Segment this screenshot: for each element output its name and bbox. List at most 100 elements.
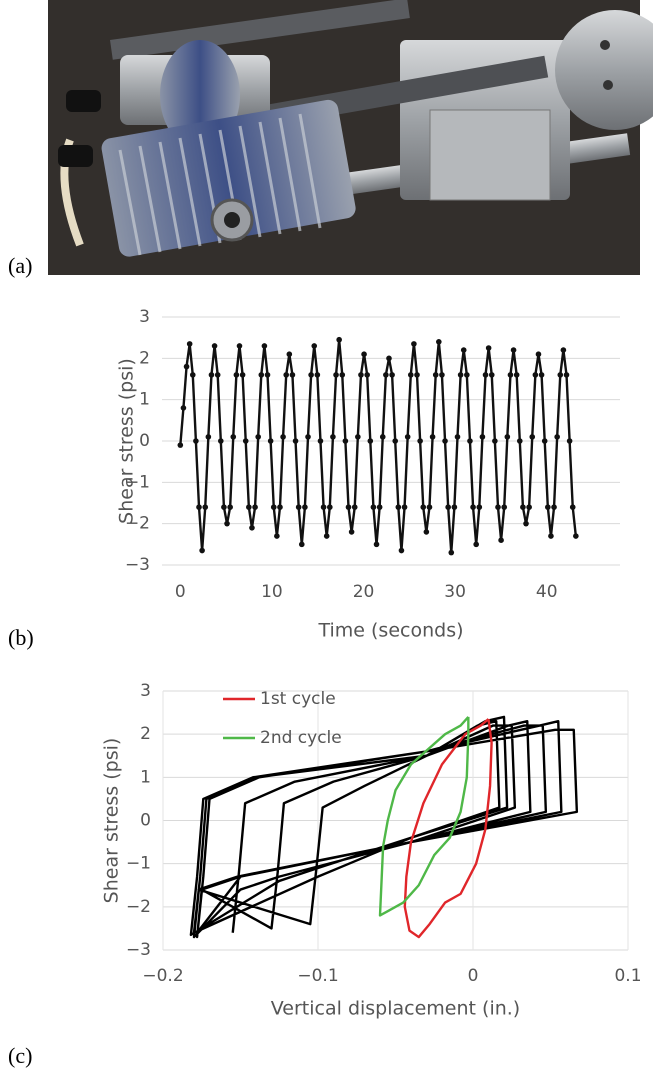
data-point: [314, 372, 321, 378]
data-point: [345, 504, 352, 510]
data-point: [351, 504, 358, 510]
data-point: [233, 372, 240, 378]
x-tick-label: 10: [261, 582, 283, 602]
y-tick-label: 3: [139, 307, 150, 327]
data-point: [373, 541, 380, 548]
data-point: [470, 504, 476, 510]
x-tick-label: 20: [353, 582, 375, 602]
data-point: [557, 372, 564, 378]
data-line: [189, 715, 579, 939]
y-tick-label: −2: [125, 514, 150, 534]
data-point: [355, 434, 361, 440]
y-tick-label: 0: [140, 811, 151, 831]
data-point: [267, 438, 274, 444]
data-point: [454, 434, 461, 440]
data-point: [277, 504, 283, 510]
data-point: [495, 504, 501, 510]
data-point: [295, 504, 302, 510]
y-tick-label: 3: [140, 681, 151, 701]
data-point: [510, 347, 517, 353]
data-point: [311, 343, 318, 349]
data-point: [383, 372, 389, 378]
data-point: [464, 372, 470, 378]
data-point: [473, 541, 479, 548]
data-point: [214, 372, 221, 378]
data-point: [239, 372, 246, 378]
data-point: [551, 504, 557, 510]
data-point: [289, 372, 296, 378]
data-point: [498, 537, 504, 543]
panel-label: (a): [8, 253, 32, 278]
data-point: [448, 549, 455, 556]
y-tick-label: 1: [140, 767, 151, 787]
data-point: [423, 529, 430, 535]
data-point: [420, 504, 427, 510]
data-point: [330, 434, 336, 440]
data-point: [451, 504, 458, 510]
data-point: [280, 434, 286, 440]
data-point: [467, 438, 473, 444]
y-tick-label: −1: [126, 854, 151, 874]
data-point: [417, 438, 423, 444]
data-point: [460, 347, 467, 353]
data-point: [523, 520, 529, 527]
data-point: [432, 372, 439, 378]
data-point: [227, 504, 233, 510]
data-point: [320, 504, 327, 510]
data-point: [482, 372, 489, 378]
y-tick-label: −1: [125, 472, 150, 492]
data-point: [476, 504, 483, 510]
photo: [48, 0, 653, 275]
data-point: [426, 504, 433, 510]
data-point: [199, 547, 205, 554]
data-point: [457, 372, 464, 378]
data-point: [261, 343, 268, 349]
data-point: [411, 341, 417, 347]
data-point: [211, 343, 218, 349]
data-point: [563, 372, 570, 378]
y-axis-title: Shear stress (psi): [101, 738, 123, 904]
data-point: [442, 438, 448, 444]
data-point: [395, 504, 402, 510]
data-point: [218, 438, 224, 444]
data-point: [236, 343, 243, 349]
data-point: [507, 372, 514, 378]
data-point: [258, 372, 265, 378]
panel-label: (c): [8, 1043, 32, 1068]
data-point: [249, 525, 255, 531]
data-point: [255, 434, 261, 440]
legend-label: 1st cycle: [260, 689, 336, 709]
data-point: [401, 504, 408, 510]
data-point: [183, 363, 190, 370]
x-axis-title: Time (seconds): [317, 620, 463, 642]
data-line: [378, 716, 470, 917]
y-axis-title: Shear stress (psi): [116, 358, 138, 524]
x-tick-label: 0.1: [614, 966, 641, 986]
data-point: [292, 438, 299, 444]
data-point: [333, 372, 339, 378]
data-point: [439, 372, 445, 378]
data-point: [283, 372, 290, 378]
x-tick-label: 0: [175, 582, 186, 602]
data-point: [339, 372, 346, 378]
data-point: [302, 504, 308, 510]
data-point: [492, 438, 498, 444]
data-point: [513, 372, 520, 378]
data-point: [545, 504, 551, 510]
data-point: [569, 504, 576, 510]
data-point: [327, 504, 333, 510]
y-tick-label: −2: [126, 897, 151, 917]
data-point: [274, 533, 280, 539]
data-line: [403, 718, 493, 939]
data-point: [202, 504, 209, 510]
data-point: [376, 504, 383, 510]
data-point: [566, 438, 573, 444]
data-point: [208, 372, 215, 378]
data-point: [323, 533, 330, 539]
y-tick-label: 0: [139, 431, 150, 451]
data-point: [404, 434, 411, 440]
data-point: [436, 339, 442, 345]
data-point: [246, 504, 252, 510]
data-point: [526, 504, 532, 510]
